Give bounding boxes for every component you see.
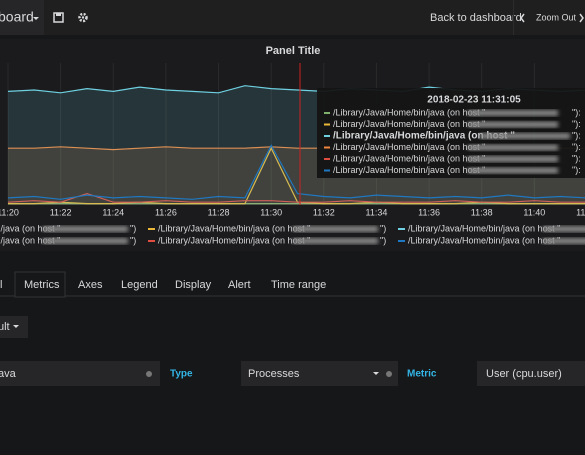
tooltip-label: /Library/Java/Home/bin/java (on host " <box>333 107 485 117</box>
x-tick-label: 11:26 <box>155 207 177 217</box>
tab[interactable]: Alert <box>228 279 251 291</box>
tabs: l Metrics Axes Legend Display Alert Time range <box>0 279 326 291</box>
redaction <box>43 238 128 244</box>
tab[interactable]: Display <box>175 279 212 291</box>
info-icon <box>146 371 152 377</box>
metric-label: Metric <box>407 369 437 380</box>
x-tick-label: 11:42 <box>576 207 585 217</box>
legend-label[interactable]: /Library/Java/Home/bin/java (on host " <box>408 223 560 233</box>
legend-suffix: ") <box>130 223 136 233</box>
redaction <box>293 226 378 232</box>
tooltip-suffix: "): <box>572 130 581 140</box>
legend-label[interactable]: /Library/Java/Home/bin/java (on host " <box>408 235 560 245</box>
metric-select[interactable] <box>477 361 585 386</box>
tab[interactable]: Legend <box>121 279 158 291</box>
x-tick-label: 11:28 <box>208 207 230 217</box>
x-tick-label: 11:36 <box>418 207 440 217</box>
redaction <box>468 156 558 162</box>
x-tick-label: 11:20 <box>0 207 19 217</box>
datasource[interactable]: ult <box>0 321 10 333</box>
legend-label[interactable]: /Library/Java/Home/bin/java (on host " <box>158 223 310 233</box>
datasource-picker[interactable] <box>0 316 28 338</box>
active-tab <box>14 271 66 298</box>
legend-suffix: ") <box>130 235 136 245</box>
tooltip-suffix: "): <box>572 165 581 175</box>
caret <box>13 325 19 328</box>
tooltip-label: /Library/Java/Home/bin/java (on host " <box>333 131 515 142</box>
zoom-prev[interactable] <box>520 13 525 23</box>
x-tick-label: 11:32 <box>313 207 335 217</box>
x-tick-label: 11:38 <box>471 207 493 217</box>
legend-suffix: ") <box>380 235 386 245</box>
dashboard-title[interactable]: board <box>0 9 34 25</box>
back-to-dashboard[interactable]: Back to dashboard <box>430 12 522 24</box>
zoom-out[interactable]: Zoom Out <box>536 12 577 22</box>
redaction <box>468 110 558 116</box>
caret <box>373 372 379 375</box>
redaction <box>468 167 558 174</box>
caret <box>33 17 39 20</box>
x-tick-label: 11:40 <box>523 207 545 217</box>
top-bar <box>0 0 585 35</box>
legend: /Library/Java/Home/bin/java (on host " ")… <box>0 223 585 245</box>
query-input-text[interactable]: ava <box>0 368 17 380</box>
x-tick-label: 11:34 <box>366 207 388 217</box>
series-line <box>7 144 585 200</box>
settings-icon[interactable] <box>78 12 88 23</box>
save-icon[interactable] <box>53 12 64 23</box>
tooltip-suffix: "): <box>572 107 581 117</box>
metric-value[interactable]: User (cpu.user) <box>486 368 562 380</box>
tooltip-label: /Library/Java/Home/bin/java (on host " <box>333 165 485 175</box>
x-tick-label: 11:24 <box>102 207 124 217</box>
legend-label[interactable]: /Library/Java/Home/bin/java (on host " <box>0 235 60 245</box>
zoom-next[interactable] <box>579 13 584 23</box>
tooltip-time: 2018-02-23 11:31:05 <box>427 95 521 106</box>
redaction <box>468 121 558 128</box>
divider <box>513 0 514 35</box>
tooltip-suffix: "): <box>572 153 581 163</box>
query-input[interactable] <box>0 361 160 386</box>
redaction <box>543 238 585 244</box>
redaction <box>43 226 128 232</box>
tab[interactable]: Metrics <box>24 279 60 291</box>
series-line <box>7 192 585 203</box>
type-label: Type <box>170 369 193 380</box>
tooltip-suffix: "): <box>572 119 581 129</box>
panel-title: Panel Title <box>266 45 321 57</box>
tab[interactable]: Axes <box>78 279 103 291</box>
tooltip-label: /Library/Java/Home/bin/java (on host " <box>333 153 485 163</box>
legend-label[interactable]: /Library/Java/Home/bin/java (on host " <box>0 223 60 233</box>
type-value[interactable]: Processes <box>248 368 300 380</box>
tooltip: 2018-02-23 11:31:05 /Library/Java/Home/b… <box>317 88 585 178</box>
tooltip-label: /Library/Java/Home/bin/java (on host " <box>333 119 485 129</box>
x-tick-label: 11:30 <box>260 207 282 217</box>
tooltip-suffix: "): <box>572 142 581 152</box>
type-select[interactable] <box>241 361 398 386</box>
redaction <box>543 226 585 232</box>
redaction <box>293 238 378 244</box>
tab[interactable]: Time range <box>271 279 326 291</box>
redaction <box>480 133 570 139</box>
tab[interactable]: l <box>0 279 2 291</box>
legend-suffix: ") <box>380 223 386 233</box>
editor <box>0 251 585 455</box>
info-icon <box>386 371 392 377</box>
redaction <box>468 144 558 151</box>
legend-label[interactable]: /Library/Java/Home/bin/java (on host " <box>158 235 310 245</box>
x-tick-label: 11:22 <box>50 207 72 217</box>
tooltip-label: /Library/Java/Home/bin/java (on host " <box>333 142 485 152</box>
